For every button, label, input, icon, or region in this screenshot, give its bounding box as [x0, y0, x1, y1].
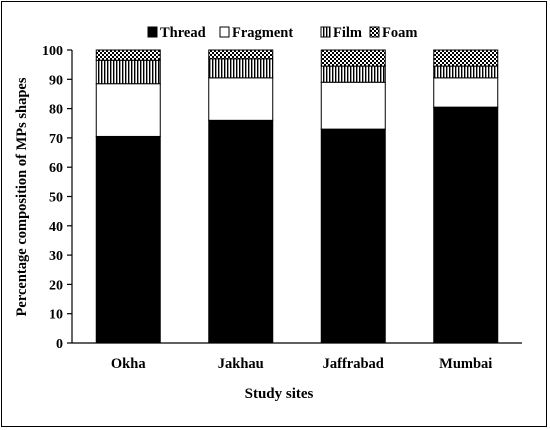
bar-segment-thread — [95, 135, 161, 344]
x-tick-label: Mumbai — [439, 356, 492, 372]
legend-swatch-thread — [147, 26, 158, 38]
bar-segment-film — [433, 65, 499, 79]
x-axis-label: Study sites — [245, 386, 314, 402]
y-tick-label: 80 — [49, 103, 63, 118]
y-tick-label: 50 — [49, 191, 63, 206]
bar-segment-film — [95, 59, 161, 85]
y-axis-label: Percentage composition of MPs shapes — [14, 77, 30, 316]
y-tick-label: 70 — [49, 132, 63, 147]
bar-segment-film — [208, 58, 274, 79]
y-tick-label: 0 — [56, 337, 63, 352]
bar-segment-foam — [95, 49, 161, 61]
bar-stack-jaffrabad — [320, 49, 386, 344]
legend-label-thread: Thread — [160, 25, 206, 41]
y-tick-label: 40 — [49, 220, 63, 235]
legend-label-film: Film — [333, 25, 362, 41]
bar-segment-fragment — [433, 77, 499, 108]
bar-stack-jakhau — [208, 49, 274, 344]
x-tick-label: Jaffrabad — [323, 356, 384, 372]
bar-segment-foam — [208, 49, 274, 60]
x-tick-label: Jakhau — [218, 356, 264, 372]
bar-segment-thread — [208, 119, 274, 344]
bars — [95, 49, 499, 344]
legend-label-foam: Foam — [382, 25, 417, 41]
y-tick-label: 60 — [49, 161, 63, 176]
bar-segment-fragment — [208, 77, 274, 121]
bar-segment-foam — [433, 49, 499, 67]
y-tick-label: 90 — [49, 73, 63, 88]
axes: 0 10 20 30 40 50 60 70 80 90 100 Okha Jakhau Jaffraba… — [42, 44, 522, 372]
y-tick-label: 30 — [49, 249, 63, 264]
legend-swatch-foam — [369, 26, 380, 38]
bar-segment-fragment — [320, 81, 386, 130]
bar-segment-fragment — [95, 83, 161, 137]
y-tick-label: 20 — [49, 278, 63, 293]
bar-stack-okha — [95, 49, 161, 344]
bar-segment-thread — [320, 128, 386, 344]
bar-segment-thread — [433, 106, 499, 344]
legend-label-fragment: Fragment — [232, 25, 293, 41]
y-tick-label: 10 — [49, 308, 63, 323]
y-tick-label: 100 — [42, 44, 63, 59]
legend-swatch-film — [320, 26, 331, 38]
bar-segment-film — [320, 65, 386, 83]
bar-segment-foam — [320, 49, 386, 67]
legend-swatch-fragment — [219, 26, 230, 38]
bar-stack-mumbai — [433, 49, 499, 344]
x-tick-label: Okha — [111, 356, 146, 372]
legend: Thread Fragment Film Foam — [147, 25, 417, 41]
